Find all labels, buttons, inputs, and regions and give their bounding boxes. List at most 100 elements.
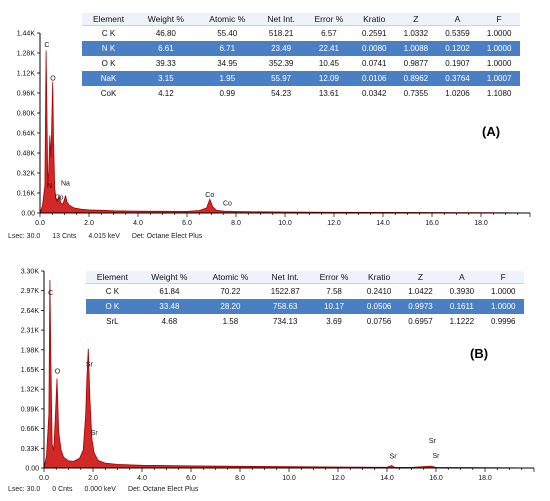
table-row: N K 6.61 6.71 23.49 22.41 0.0080 1.0088 0.1202 1… <box>82 41 520 56</box>
table-row: NaK 3.15 1.95 55.97 12.09 0.0106 0.8962 0.3764 1… <box>82 71 520 86</box>
y-tick-label: 1.98K <box>21 347 40 354</box>
table-cell: 1.0000 <box>478 41 520 56</box>
table-cell: 12.09 <box>304 71 354 86</box>
table-cell: 0.0506 <box>358 299 400 314</box>
table-cell: NaK <box>82 71 136 86</box>
lsec-readout: Lsec: 30.0 <box>8 233 41 240</box>
table-cell: 0.9996 <box>491 317 516 326</box>
table-cell: 0.3930 <box>449 287 475 296</box>
element-table-a: Element Weight % Atomic % Net Int. Error % Kr… <box>82 13 520 101</box>
x-tick-label: 6.0 <box>186 475 196 482</box>
x-tick-label: 18.0 <box>478 475 492 482</box>
table-cell: 55.40 <box>217 29 238 38</box>
table-cell: 6.57 <box>321 29 337 38</box>
table-cell: 23.49 <box>257 41 305 56</box>
x-tick-label: 18.0 <box>474 220 488 227</box>
table-header-cell: Z <box>399 271 442 284</box>
panel-label-a: (A) <box>482 124 501 139</box>
table-cell: 1.0332 <box>403 29 429 38</box>
peak-label: O <box>50 76 56 83</box>
x-tick-label: 14.0 <box>376 220 390 227</box>
spectrum-chart-a: 0.00 0.16K 0.32K 0.48K 0.64K 0.80K 0.96K 1.12K 1… <box>17 31 531 227</box>
table-cell: 6.71 <box>196 41 258 56</box>
y-tick-label: 1.12K <box>17 71 36 78</box>
table-cell: 7.58 <box>326 287 342 296</box>
x-tick-label: 12.0 <box>327 220 341 227</box>
table-header-cell: Error % <box>309 271 359 284</box>
table-row: SrL 4.68 1.58 734.13 3.69 0.0756 0.6957 1.1222 0… <box>86 314 524 329</box>
table-cell: 3.15 <box>135 71 197 86</box>
table-cell: 518.21 <box>268 29 294 38</box>
x-tick-label: 16.0 <box>429 475 443 482</box>
y-tick-label: 1.28K <box>17 51 36 58</box>
kev-readout: 0.000 keV <box>84 486 116 493</box>
x-tick-label: 8.0 <box>235 475 245 482</box>
x-tick-label: 4.0 <box>137 475 147 482</box>
x-tick-label: 2.0 <box>84 220 94 227</box>
peak-label: Sr <box>390 453 398 460</box>
y-tick-label: 2.64K <box>21 308 40 315</box>
kev-readout: 4.015 keV <box>88 233 120 240</box>
table-row: C K 46.80 55.40 518.21 6.57 0.2591 1.0332 0.535… <box>82 26 520 42</box>
table-header-cell: Kratio <box>353 13 396 26</box>
y-tick-label: 0.96K <box>17 91 36 98</box>
table-cell: 61.84 <box>159 287 180 296</box>
x-tick-label: 6.0 <box>182 220 192 227</box>
spectrum-chart-b: 0.00 0.33K 0.66K 0.99K 1.32K 1.65K 1.98K 2.31K 2… <box>21 269 535 482</box>
x-tick-label: 12.0 <box>331 475 345 482</box>
table-cell: 0.3764 <box>436 71 479 86</box>
table-cell: 1.1222 <box>449 317 475 326</box>
x-tick-label: 10.0 <box>278 220 292 227</box>
table-cell: 0.99 <box>219 89 236 98</box>
x-tick-label: 0.0 <box>35 220 45 227</box>
peak-label: Na <box>61 181 70 188</box>
table-cell: CoK <box>100 89 117 98</box>
table-header-cell: Element <box>82 13 136 26</box>
table-cell: 1.0000 <box>482 299 524 314</box>
y-tick-label: 2.31K <box>21 328 40 335</box>
peak-label: Sr <box>429 438 437 445</box>
table-header-cell: A <box>441 271 483 284</box>
table-row: O K 39.33 34.95 352.39 10.45 0.0741 0.9877 0.19… <box>82 56 520 71</box>
table-cell: 22.41 <box>304 41 354 56</box>
table-cell: 1.0422 <box>408 287 433 296</box>
peak-label: N <box>47 183 52 190</box>
peak-label: C <box>44 42 49 49</box>
y-tick-label: 3.30K <box>21 269 40 276</box>
eds-panel-a: 0.00 0.16K 0.32K 0.48K 0.64K 0.80K 0.96K 1.12K 1… <box>0 0 550 250</box>
table-cell: 39.33 <box>155 59 176 68</box>
spectrum-series <box>39 50 531 214</box>
table-cell: 10.45 <box>318 59 339 68</box>
detector-readout: Det: Octane Elect Plus <box>127 486 199 493</box>
table-cell: 1522.87 <box>270 287 300 296</box>
table-header-cell: Weight % <box>138 271 201 284</box>
peak-label: Sr <box>86 362 94 369</box>
y-tick-label: 0.99K <box>21 406 40 413</box>
y-tick-label: 0.66K <box>21 426 40 433</box>
table-cell: 0.8962 <box>395 71 437 86</box>
counts-readout: 0 Cnts <box>52 486 73 493</box>
table-cell: 13.61 <box>318 89 339 98</box>
table-row: C K 61.84 70.22 1522.87 7.58 0.2410 1.0422 0.39… <box>86 284 524 300</box>
table-cell: 0.5359 <box>445 29 470 38</box>
table-cell: 0.0080 <box>353 41 396 56</box>
table-cell: 1.58 <box>222 317 239 326</box>
table-header-cell: Net Int. <box>257 13 305 26</box>
table-cell: 1.0088 <box>395 41 437 56</box>
table-row: O K 33.48 28.20 758.63 10.17 0.0506 0.9973 0.16… <box>86 299 524 314</box>
element-table-b: Element Weight % Atomic % Net Int. Error % Kr… <box>86 271 524 329</box>
table-cell: 1.0206 <box>445 89 470 98</box>
y-tick-label: 0.48K <box>17 151 36 158</box>
panel-label-b: (B) <box>470 346 489 361</box>
table-cell: 4.68 <box>161 317 178 326</box>
y-tick-label: 0.00 <box>25 466 39 473</box>
table-cell: SrL <box>106 317 119 326</box>
table-cell: 0.1907 <box>445 59 470 68</box>
peak-label: O <box>55 369 61 376</box>
table-cell: 0.9877 <box>403 59 429 68</box>
table-cell: 0.2410 <box>366 287 392 296</box>
table-cell: 758.63 <box>260 299 310 314</box>
table-cell: C K <box>101 29 116 38</box>
table-cell: 55.97 <box>257 71 305 86</box>
table-row: CoK 4.12 0.99 54.23 13.61 0.0342 0.7355 1.0206 1… <box>82 86 520 101</box>
